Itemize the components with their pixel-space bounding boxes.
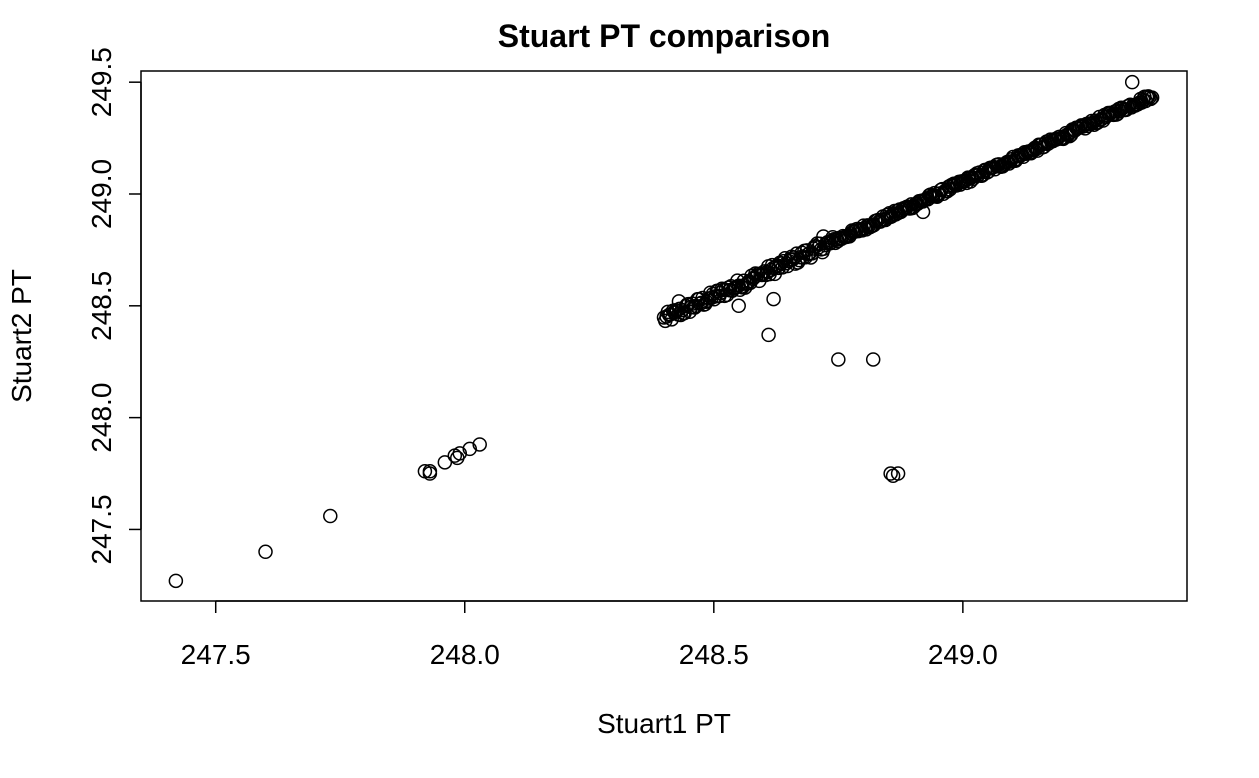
points-layer (168, 74, 1160, 589)
chart-title: Stuart PT comparison (498, 18, 831, 54)
data-point (995, 159, 1010, 174)
data-point (450, 450, 465, 466)
data-point (437, 455, 453, 470)
data-point (761, 327, 776, 343)
data-point (736, 273, 752, 289)
data-point (865, 352, 881, 367)
data-point (417, 464, 433, 479)
y-tick-label: 247.5 (86, 494, 117, 564)
data-point (816, 229, 831, 244)
data-point (258, 544, 273, 560)
data-point (462, 441, 477, 457)
data-point (1124, 74, 1140, 90)
data-point (915, 204, 931, 220)
x-tick-label: 247.5 (181, 639, 251, 670)
y-tick-label: 249.0 (86, 159, 117, 229)
x-tick-label: 248.0 (430, 639, 500, 670)
y-tick-label: 248.5 (86, 271, 117, 341)
data-point (890, 466, 906, 481)
data-point (1143, 91, 1159, 107)
data-point (1144, 90, 1160, 105)
data-point (323, 508, 338, 524)
data-point (472, 437, 487, 452)
x-axis: 247.5 248.0 248.5 249.0 (181, 600, 998, 670)
data-point (731, 298, 746, 314)
data-point (671, 294, 687, 309)
data-point (766, 291, 781, 307)
x-axis-label: Stuart1 PT (597, 708, 731, 739)
y-axis-label: Stuart2 PT (6, 269, 37, 403)
x-tick-label: 249.0 (928, 639, 998, 670)
x-tick-label: 248.5 (679, 639, 749, 670)
y-tick-label: 249.5 (86, 47, 117, 117)
data-point (883, 466, 898, 481)
y-tick-label: 248.0 (86, 383, 117, 453)
data-point (168, 573, 184, 589)
y-axis: 247.5 248.0 248.5 249.0 249.5 (86, 47, 142, 564)
data-point (900, 199, 915, 214)
data-point (831, 352, 846, 367)
